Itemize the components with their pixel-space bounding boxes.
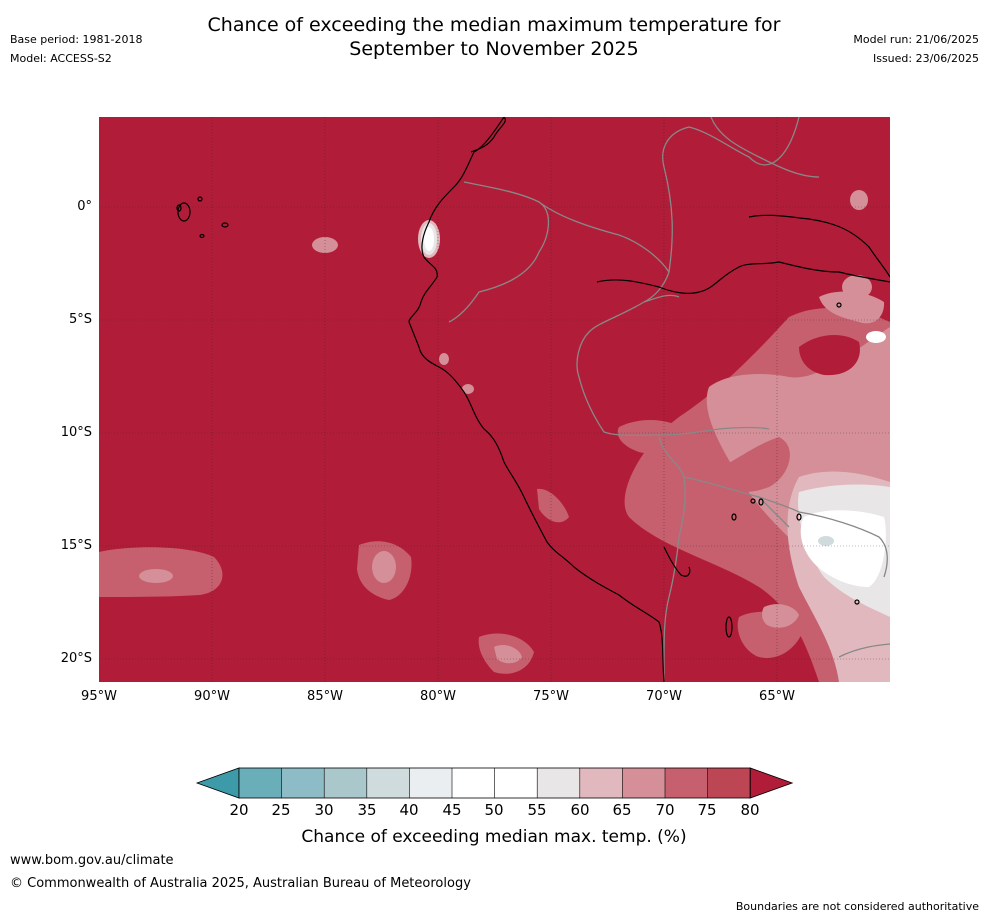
- title-line-1: Chance of exceeding the median maximum t…: [207, 14, 781, 36]
- footer-disclaimer: Boundaries are not considered authoritat…: [735, 900, 979, 913]
- anomaly-field: [99, 190, 890, 682]
- lon-label-85w: 85°W: [307, 689, 343, 704]
- lat-label-5s: 5°S: [68, 312, 92, 327]
- issued-text: Issued: 23/06/2025: [872, 52, 979, 65]
- colorbar-tick-35: 35: [357, 801, 377, 819]
- colorbar: [195, 767, 794, 799]
- colorbar-cell: [622, 768, 665, 798]
- lon-label-80w: 80°W: [420, 689, 456, 704]
- lat-label-0: 0°: [77, 199, 92, 214]
- colorbar-tick-70: 70: [655, 801, 675, 819]
- lon-label-90w: 90°W: [194, 689, 230, 704]
- colorbar-tick-45: 45: [442, 801, 462, 819]
- colorbar-tick-25: 25: [271, 801, 291, 819]
- colorbar-cell: [494, 768, 538, 798]
- colorbar-cell: [537, 768, 580, 798]
- gridlines: [99, 117, 890, 682]
- title-line-2: September to November 2025: [349, 38, 639, 60]
- lon-label-95w: 95°W: [81, 689, 117, 704]
- colorbar-arrow-low: [195, 767, 240, 799]
- colorbar-arrow-high: [749, 767, 794, 799]
- colorbar-tick-55: 55: [527, 801, 547, 819]
- colorbar-tick-60: 60: [570, 801, 590, 819]
- base-period-text: Base period: 1981-2018: [10, 33, 143, 46]
- footer-copyright: © Commonwealth of Australia 2025, Austra…: [10, 876, 471, 891]
- meta-right: Model run: 21/06/2025 Issued: 23/06/2025: [853, 33, 979, 66]
- lat-label-15s: 15°S: [60, 538, 92, 553]
- coastline: [176, 117, 890, 682]
- colorbar-cell: [707, 768, 751, 798]
- colorbar-tick-50: 50: [484, 801, 504, 819]
- colorbar-cell: [239, 768, 282, 798]
- map-area: [99, 117, 890, 682]
- colorbar-tick-30: 30: [314, 801, 334, 819]
- colorbar-cell: [324, 768, 367, 798]
- colorbar-cell: [281, 768, 325, 798]
- lat-label-20s: 20°S: [60, 651, 92, 666]
- colorbar-cell: [579, 768, 623, 798]
- model-run-text: Model run: 21/06/2025: [853, 33, 979, 46]
- colorbar-tick-20: 20: [229, 801, 249, 819]
- lon-label-70w: 70°W: [646, 689, 682, 704]
- model-text: Model: ACCESS-S2: [10, 52, 112, 65]
- map-svg: [99, 117, 890, 682]
- lat-label-10s: 10°S: [60, 425, 92, 440]
- lon-label-65w: 65°W: [759, 689, 795, 704]
- colorbar-cell: [665, 768, 708, 798]
- map-title: Chance of exceeding the median maximum t…: [0, 13, 988, 61]
- footer-url: www.bom.gov.au/climate: [10, 853, 174, 868]
- colorbar-tick-65: 65: [612, 801, 632, 819]
- colorbar-label: Chance of exceeding median max. temp. (%…: [301, 827, 687, 847]
- colorbar-cell: [452, 768, 495, 798]
- meta-left: Base period: 1981-2018 Model: ACCESS-S2: [10, 33, 142, 66]
- colorbar-cell: [409, 768, 452, 798]
- colorbar-tick-80: 80: [740, 801, 760, 819]
- colorbar-cell: [366, 768, 410, 798]
- lon-label-75w: 75°W: [533, 689, 569, 704]
- colorbar-tick-40: 40: [399, 801, 419, 819]
- colorbar-tick-75: 75: [697, 801, 717, 819]
